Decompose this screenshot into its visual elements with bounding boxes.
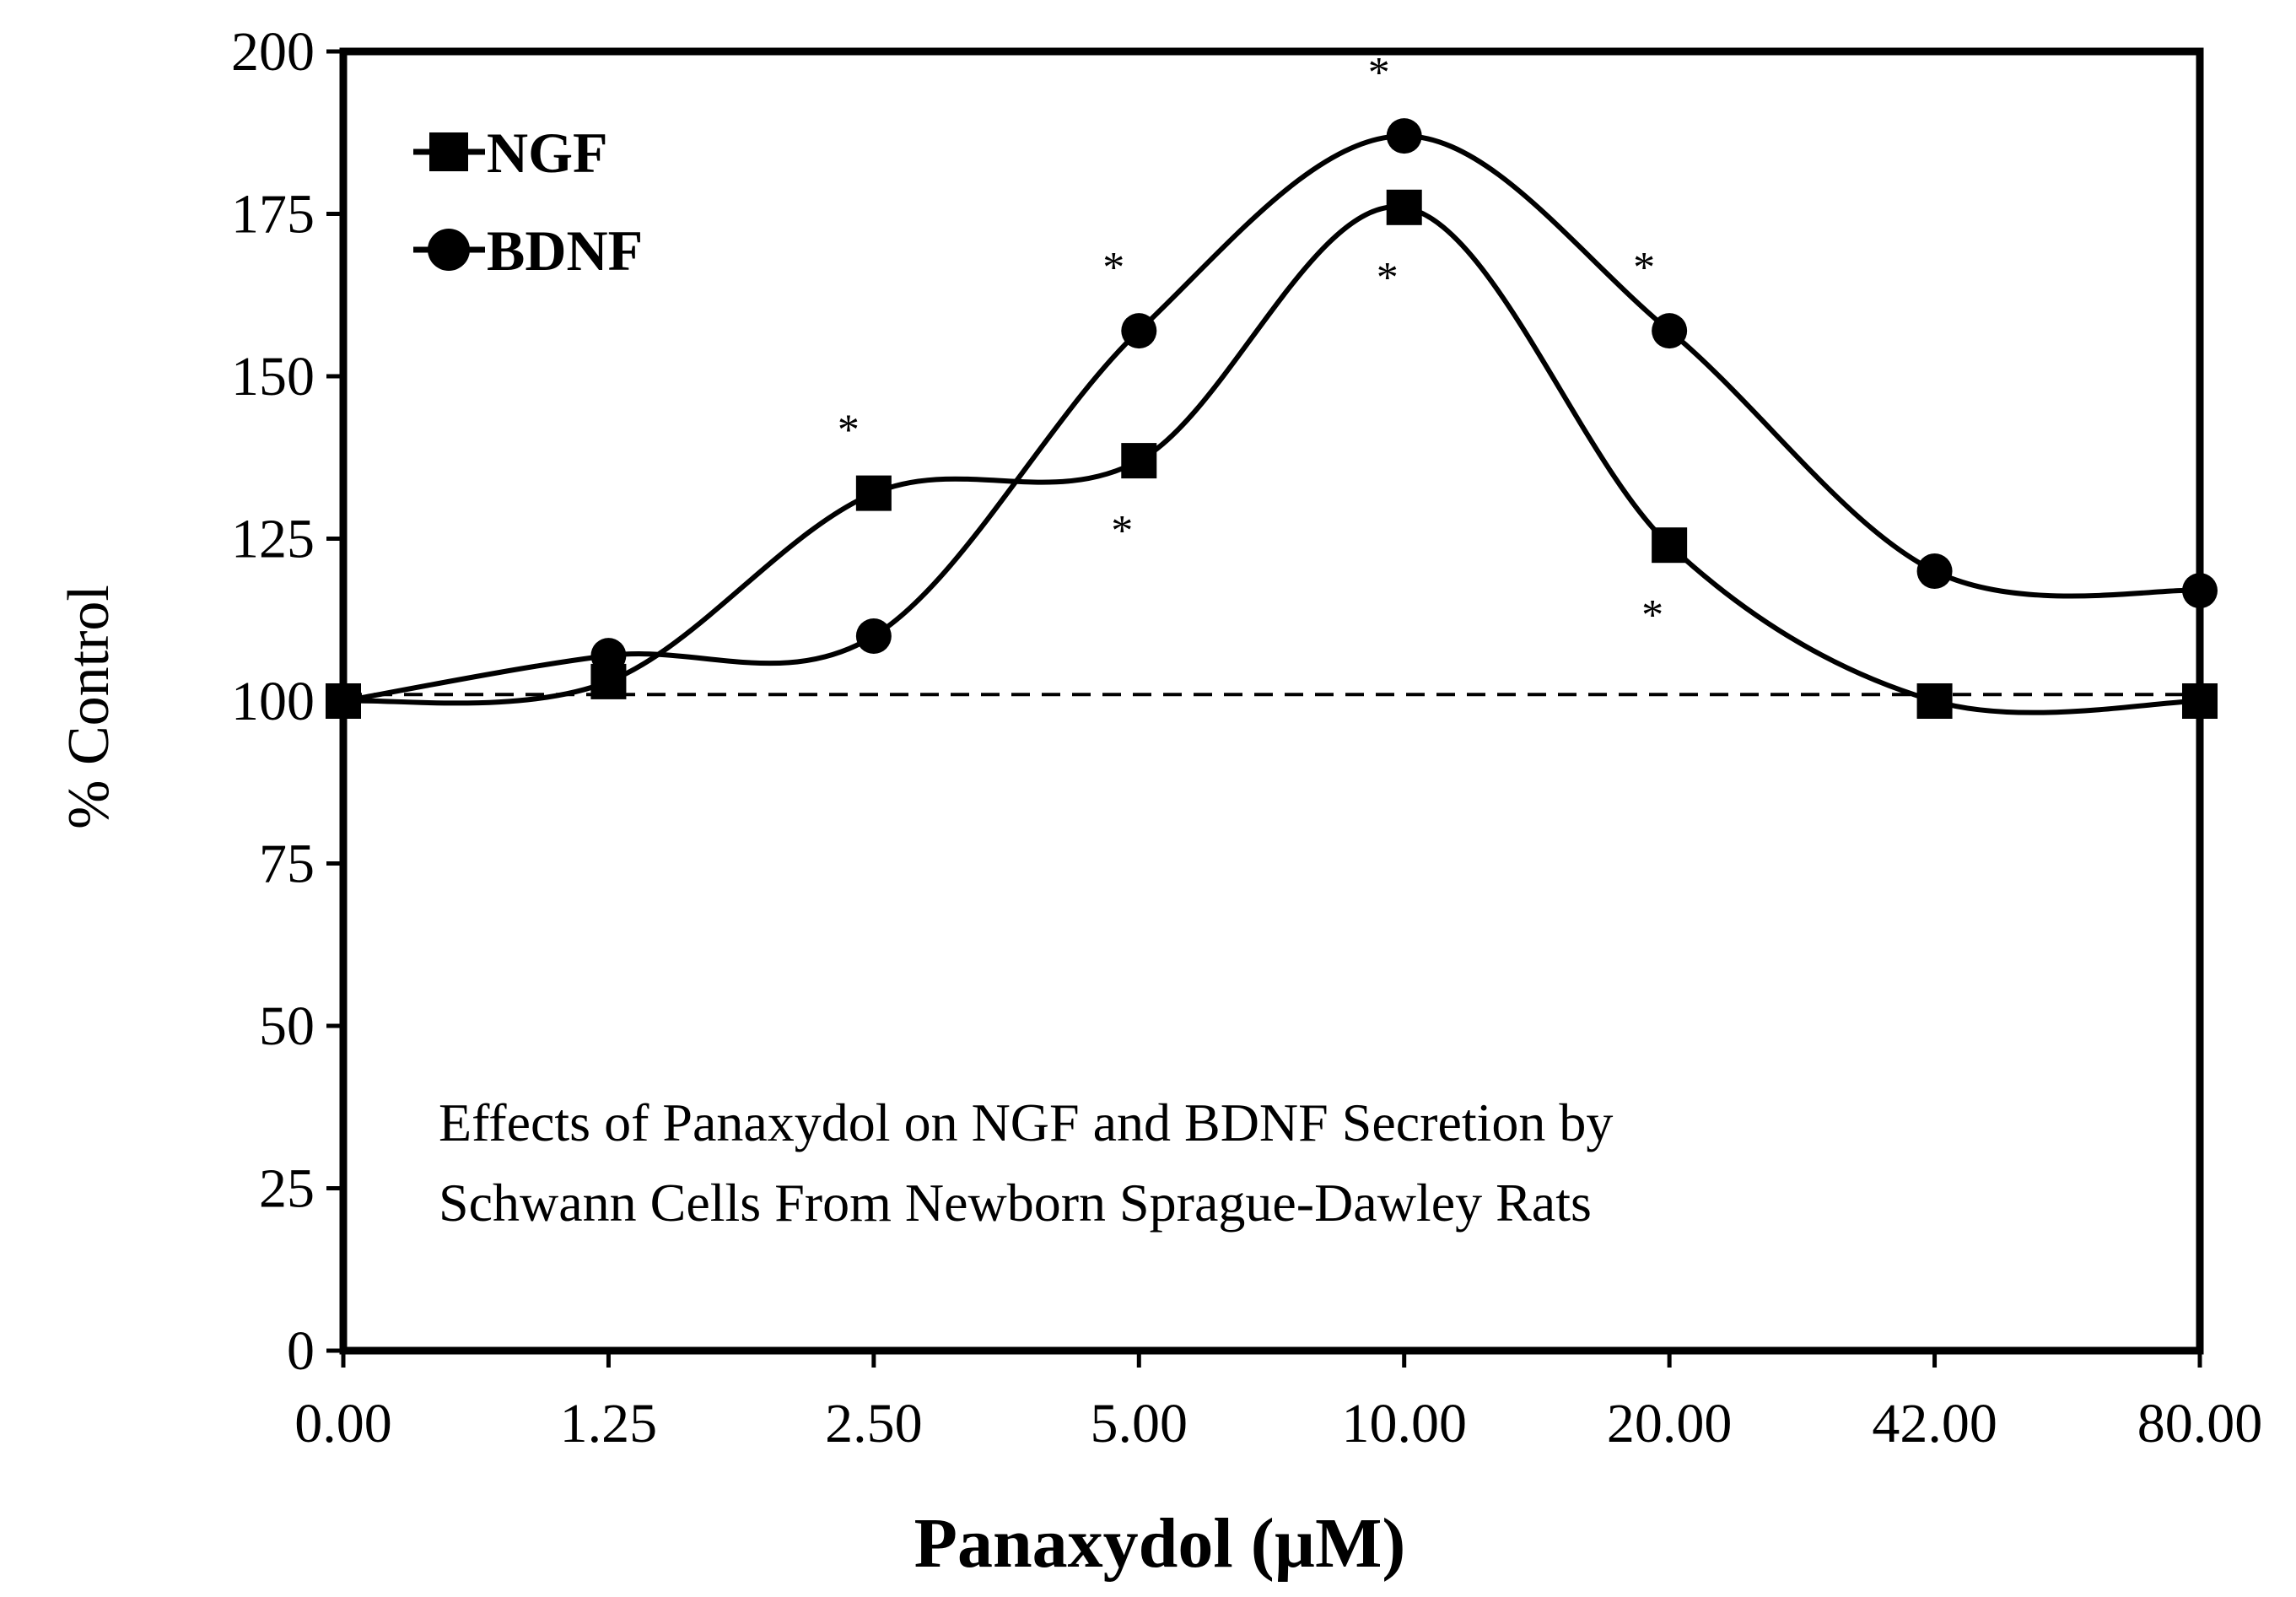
y-tick-label: 0 xyxy=(287,1320,315,1382)
data-point-ngf xyxy=(1652,527,1688,564)
series-line-bdnf xyxy=(342,133,2201,704)
legend-bdnf-marker xyxy=(428,229,470,271)
data-point-bdnf xyxy=(855,618,892,654)
x-tick-label: 2.50 xyxy=(825,1393,923,1454)
significance-star-bdnf: * xyxy=(1368,49,1390,97)
data-point-bdnf xyxy=(1386,118,1422,154)
x-axis-title: Panaxydol (µM) xyxy=(914,1504,1406,1583)
data-point-ngf xyxy=(1121,443,1157,479)
x-tick-label: 1.25 xyxy=(560,1393,658,1454)
legend-ngf-marker xyxy=(429,132,468,171)
x-tick-label: 5.00 xyxy=(1091,1393,1188,1454)
data-point-bdnf xyxy=(1652,313,1688,349)
data-point-ngf xyxy=(855,475,892,511)
y-tick-label: 150 xyxy=(231,346,315,407)
chart-annotation-line-1: Effects of Panaxydol on NGF and BDNF Sec… xyxy=(439,1093,1613,1152)
x-tick-label: 0.00 xyxy=(294,1393,392,1454)
y-tick-label: 125 xyxy=(231,509,315,570)
significance-star-ngf: * xyxy=(1111,507,1133,555)
chart-annotation-line-2: Schwann Cells From Newborn Sprague-Dawle… xyxy=(439,1173,1592,1233)
x-tick-label: 80.00 xyxy=(2137,1393,2263,1454)
x-tick-label: 20.00 xyxy=(1607,1393,1733,1454)
significance-star-ngf: * xyxy=(1641,591,1663,639)
data-point-bdnf xyxy=(1916,553,1953,589)
x-axis-ticks: 0.00 1.25 2.50 5.00 10.00 20.00 42.00 80.00 xyxy=(294,1351,2262,1454)
significance-star-bdnf: * xyxy=(1633,244,1655,292)
y-axis-ticks: 0 25 50 75 100 125 150 175 200 xyxy=(231,21,343,1382)
y-tick-label: 25 xyxy=(259,1158,315,1220)
legend-bdnf-label: BDNF xyxy=(487,219,643,283)
plot-area-frame xyxy=(339,47,2204,1355)
y-axis-title: % Control xyxy=(57,585,121,829)
significance-star-bdnf: * xyxy=(1102,244,1124,292)
significance-star-ngf: * xyxy=(838,407,860,455)
y-tick-label: 75 xyxy=(259,834,315,895)
data-point-ngf xyxy=(1386,189,1422,225)
data-point-ngf xyxy=(1916,683,1953,719)
legend: NGF BDNF xyxy=(413,121,643,283)
y-tick-label: 50 xyxy=(259,995,315,1057)
data-point-bdnf xyxy=(1121,313,1157,349)
significance-markers: * * * * * * * xyxy=(838,49,1663,639)
y-tick-label: 200 xyxy=(231,21,315,83)
significance-star-ngf: * xyxy=(1377,254,1399,302)
x-tick-label: 10.00 xyxy=(1341,1393,1467,1454)
y-tick-label: 100 xyxy=(231,671,315,732)
series-line-ngf xyxy=(342,204,2201,715)
data-point-bdnf xyxy=(590,638,627,674)
legend-ngf-label: NGF xyxy=(487,121,608,185)
x-tick-label: 42.00 xyxy=(1872,1393,1997,1454)
y-tick-label: 175 xyxy=(231,184,315,245)
